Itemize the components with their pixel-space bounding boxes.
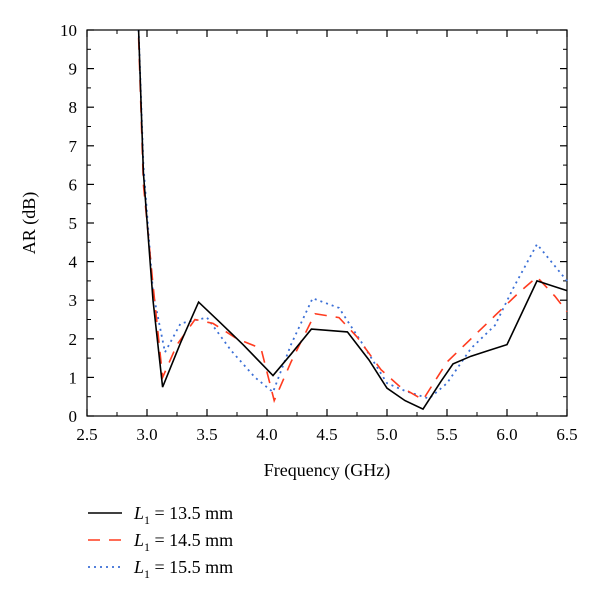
x-tick-label: 6.5 [556,425,577,444]
series-line-1 [137,29,568,411]
legend-label-2: L1 = 14.5 mm [133,530,233,554]
legend-label-3: L1 = 15.5 mm [133,557,233,581]
legend-label-1: L1 = 13.5 mm [133,503,233,527]
x-tick-label: 2.5 [76,425,97,444]
x-axis-title: Frequency (GHz) [264,460,390,481]
y-tick-label: 0 [69,407,78,426]
y-tick-label: 2 [69,330,78,349]
x-tick-label: 5.5 [436,425,457,444]
series-line-3 [137,29,568,400]
y-tick-label: 7 [69,137,78,156]
y-tick-label: 1 [69,368,78,387]
y-tick-label: 8 [69,98,78,117]
x-axis-ticks: 2.5 3.0 3.5 4.0 4.5 5.0 5.5 6.0 6.5 [76,30,578,444]
x-tick-label: 3.0 [136,425,157,444]
legend: L1 = 13.5 mm L1 = 14.5 mm L1 = 15.5 mm [88,503,233,581]
plot-area: 2.5 3.0 3.5 4.0 4.5 5.0 5.5 6.0 6.5 0 1 2 3 4 5 6 7 8 9 10 [60,21,578,444]
y-axis-ticks: 0 1 2 3 4 5 6 7 8 9 10 [60,21,567,426]
y-tick-label: 3 [69,291,78,310]
x-tick-label: 4.0 [256,425,277,444]
x-tick-label: 6.0 [496,425,517,444]
x-tick-label: 3.5 [196,425,217,444]
y-tick-label: 6 [69,175,78,194]
x-tick-label: 5.0 [376,425,397,444]
x-tick-label: 4.5 [316,425,337,444]
series-lines [137,29,568,411]
y-tick-label: 4 [69,253,78,272]
y-tick-label: 9 [69,60,78,79]
y-tick-label: 5 [69,214,78,233]
y-tick-label: 10 [60,21,77,40]
y-axis-title: AR (dB) [19,192,40,255]
series-line-2 [137,37,568,404]
